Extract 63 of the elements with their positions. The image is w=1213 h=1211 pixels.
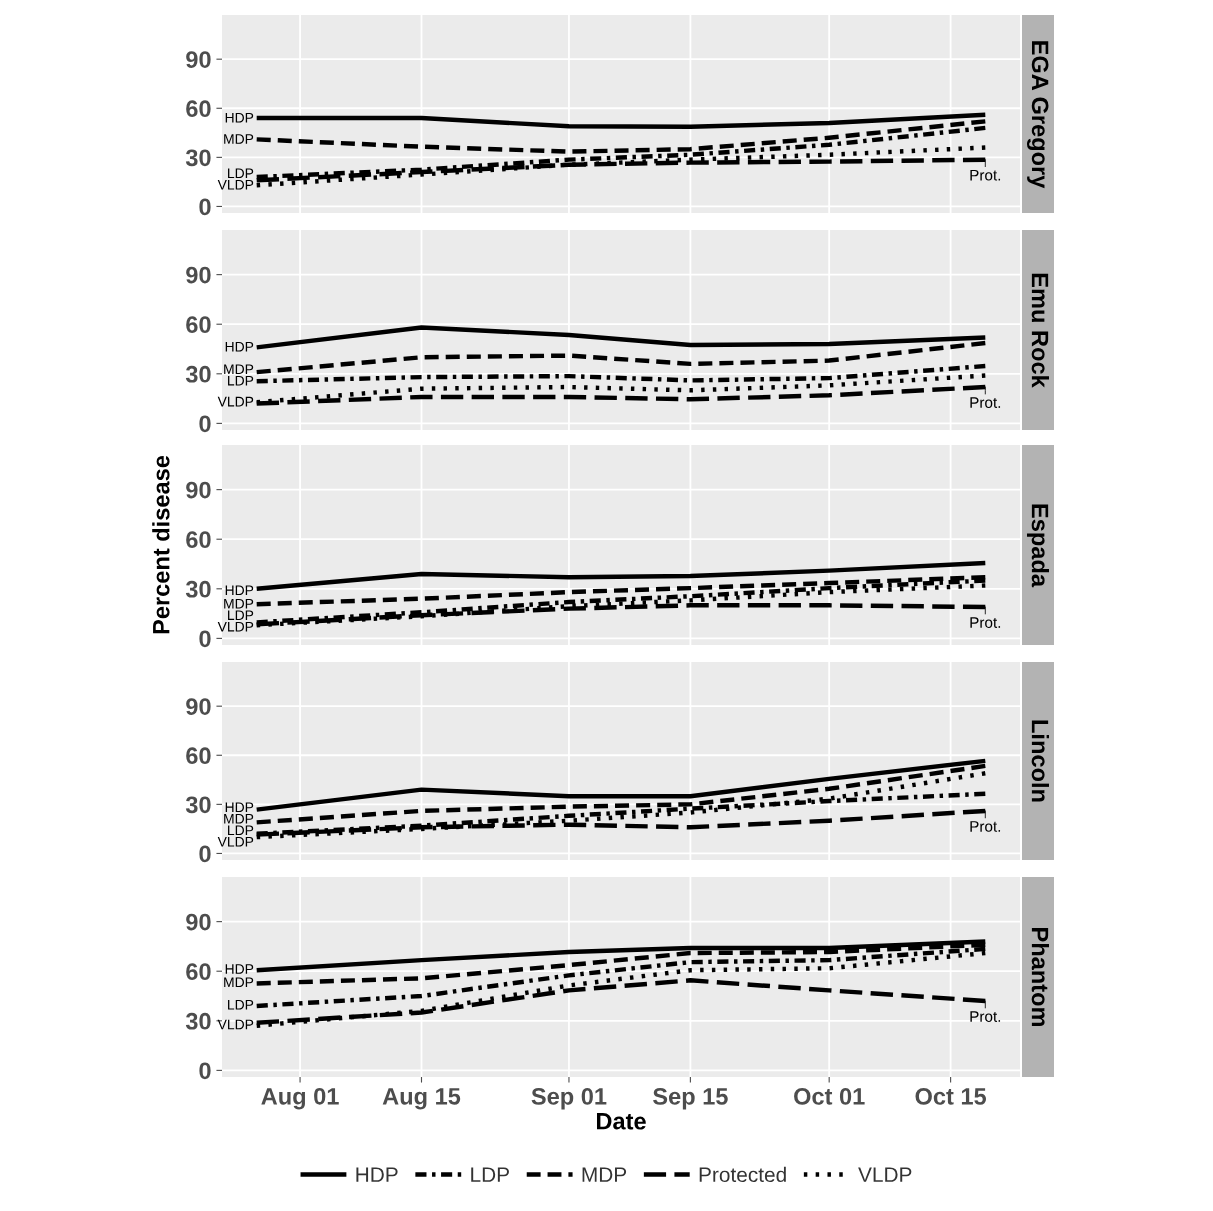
series-label: HDP — [225, 802, 254, 813]
y-tick-label: 30 — [185, 149, 211, 167]
x-axis-title: Date — [596, 1113, 646, 1130]
x-tick-label: Oct 01 — [794, 1088, 865, 1105]
text: Phantom — [1031, 928, 1050, 1027]
y-tick-label: 90 — [186, 913, 211, 931]
y-tick-label: 60 — [186, 316, 211, 333]
series-label: MDP — [224, 364, 254, 374]
annotation: Prot. — [970, 169, 1001, 181]
legend-label: HDP — [356, 1167, 398, 1182]
x-tick-label: Sep 15 — [653, 1088, 728, 1110]
series-label: LDP — [228, 999, 254, 1010]
series-label: MDP — [224, 977, 254, 988]
y-tick-label: 90 — [186, 266, 211, 284]
series-label: VLDP — [217, 621, 254, 632]
y-tick-label: 60 — [186, 747, 211, 765]
y-tick-label: 90 — [186, 481, 211, 499]
series-label: LDP — [228, 375, 254, 386]
series-label: LDP — [228, 825, 254, 836]
series-label: HDP — [225, 341, 254, 352]
legend-label: VLDP — [858, 1167, 912, 1182]
series-label: HDP — [225, 585, 254, 596]
legend-label: Protected — [699, 1166, 786, 1183]
y-tick-label: 0 — [199, 1062, 211, 1080]
text: LDP — [228, 168, 254, 179]
text: Emu Rock — [1031, 273, 1050, 388]
annotation: Prot. — [970, 397, 1001, 408]
annotation: Prot. — [970, 617, 1001, 628]
series-label: MDP — [224, 814, 254, 824]
y-tick-label: 30 — [185, 1012, 211, 1030]
legend-label: LDP — [471, 1167, 509, 1182]
text: Lincoln — [1031, 720, 1050, 802]
y-tick-label: 60 — [186, 963, 211, 980]
y-tick-label: 90 — [186, 51, 211, 68]
legend-label: MDP — [582, 1167, 627, 1182]
y-tick-label: 0 — [199, 845, 211, 863]
y-tick-label: 60 — [186, 531, 211, 548]
x-tick-label: Aug 01 — [261, 1087, 339, 1110]
text: Espada — [1026, 504, 1050, 588]
y-tick-label: 0 — [199, 198, 211, 216]
series-label: VLDP — [217, 837, 254, 847]
text: VLDP — [217, 180, 254, 190]
text: HDP — [225, 112, 254, 123]
y-axis-title: Percent disease — [152, 455, 170, 634]
series-label: VLDP — [217, 396, 254, 407]
series-label: VLDP — [217, 1019, 254, 1030]
y-tick-label: 0 — [199, 415, 211, 433]
y-tick-label: 30 — [185, 580, 211, 598]
y-tick-label: 30 — [185, 365, 211, 383]
x-tick-label: Aug 15 — [382, 1088, 461, 1110]
y-tick-label: 30 — [185, 796, 211, 814]
annotation: Prot. — [970, 1011, 1001, 1022]
annotation: Prot. — [970, 821, 1001, 832]
series-label: MDP — [224, 598, 254, 609]
y-tick-label: 90 — [186, 698, 211, 715]
y-tick-label: 0 — [199, 630, 211, 648]
text: MDP — [224, 134, 254, 144]
x-tick-label: Oct 15 — [915, 1088, 987, 1105]
text: EGA Gregory — [1026, 41, 1049, 189]
x-tick-label: Sep 01 — [531, 1088, 607, 1110]
series-label: HDP — [225, 964, 254, 974]
y-tick-label: 60 — [186, 100, 211, 118]
series-label: LDP — [228, 610, 254, 620]
